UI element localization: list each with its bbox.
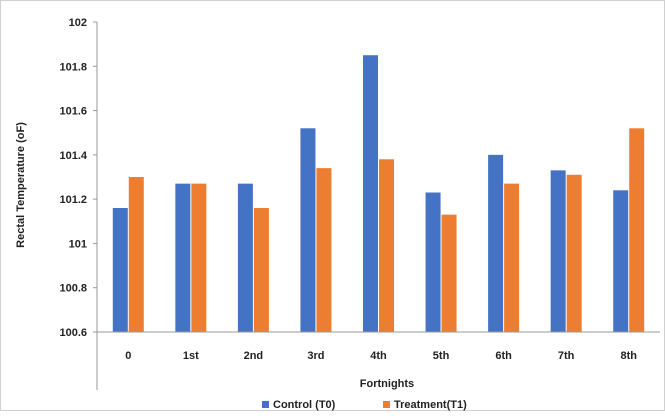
x-tick-label: 5th — [433, 350, 450, 362]
x-tick-label: 7th — [558, 350, 575, 362]
y-tick-label: 101.8 — [59, 61, 87, 73]
bar-control — [175, 183, 191, 332]
bar-control — [300, 128, 316, 332]
x-tick-label: 3rd — [307, 350, 324, 362]
bar-control — [237, 183, 253, 332]
y-tick-label: 100.8 — [59, 283, 87, 295]
y-tick-label: 101.4 — [59, 150, 87, 162]
x-tick-label: 6th — [495, 350, 512, 362]
legend-label: Treatment(T1) — [394, 399, 467, 411]
bar-treatment — [316, 168, 332, 332]
bar-treatment — [379, 159, 394, 332]
axes-group — [96, 22, 660, 390]
y-tick-labels: 100.6 100.8 101 101.2 101.4 101.6 101.8 102 — [59, 17, 97, 339]
bars-group — [112, 55, 645, 332]
y-tick-label: 100.6 — [59, 327, 87, 339]
x-axis-title: Fortnights — [360, 378, 414, 390]
x-tick-labels: 0 1st 2nd 3rd 4th 5th 6th 7th 8th — [125, 350, 637, 362]
y-tick-label: 101.6 — [59, 106, 87, 118]
bar-treatment — [253, 208, 269, 332]
y-tick-label: 101.2 — [59, 194, 87, 206]
bar-treatment — [629, 128, 645, 332]
bar-control — [363, 55, 378, 332]
x-tick-label: 8th — [620, 350, 637, 362]
x-tick-label: 2nd — [244, 350, 264, 362]
x-tick-label: 4th — [370, 350, 387, 362]
x-tick-label: 1st — [183, 350, 199, 362]
bar-control — [488, 154, 504, 332]
bar-control — [550, 170, 566, 332]
bar-control — [425, 192, 441, 332]
bar-treatment — [566, 174, 582, 332]
legend-swatch — [262, 401, 269, 408]
x-tick-label: 0 — [125, 350, 131, 362]
y-axis-title: Rectal Temperature (oF) — [15, 122, 27, 248]
bar-treatment — [128, 177, 144, 332]
legend-label: Control (T0) — [273, 399, 336, 411]
y-tick-label: 101 — [69, 238, 87, 250]
legend: Control (T0) Treatment(T1) — [262, 399, 467, 411]
y-tick-label: 102 — [69, 17, 87, 29]
bar-control — [112, 208, 128, 332]
legend-swatch — [383, 401, 390, 408]
bar-treatment — [191, 183, 207, 332]
bar-treatment — [504, 183, 520, 332]
bar-control — [613, 190, 629, 332]
bar-treatment — [441, 214, 457, 332]
